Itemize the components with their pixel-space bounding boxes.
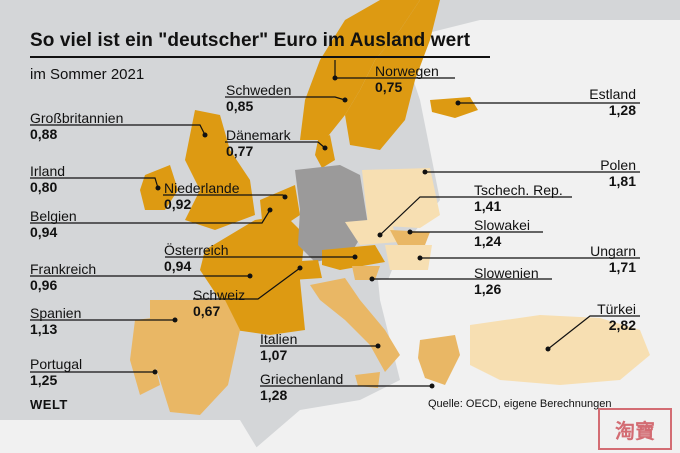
label-frankreich: Frankreich 0,96 xyxy=(30,261,97,293)
label-grossbritannien: Großbritannien 0,88 xyxy=(30,110,124,142)
leader-sweden xyxy=(225,96,346,101)
label-norwegen: Norwegen 0,75 xyxy=(375,63,439,95)
label-italien: Italien 1,07 xyxy=(260,331,298,363)
leader-belgien xyxy=(30,209,271,224)
label-oesterreich: Österreich 0,94 xyxy=(164,242,229,274)
leader-tuerkei xyxy=(547,315,640,350)
leader-schweiz xyxy=(193,267,301,300)
label-irland: Irland 0,80 xyxy=(30,163,66,195)
label-tuerkei: Türkei 2,82 xyxy=(597,301,636,333)
country-slovenia xyxy=(352,266,380,280)
title-rule xyxy=(30,56,490,58)
map-subtitle: im Sommer 2021 xyxy=(30,66,145,83)
country-sweden xyxy=(345,0,440,150)
country-italy xyxy=(310,278,400,372)
welt-logo: WELT xyxy=(30,397,68,412)
label-niederlande: Niederlande 0,92 xyxy=(164,180,240,212)
label-schweiz: Schweiz 0,67 xyxy=(193,287,246,319)
land-north-africa xyxy=(0,420,260,453)
label-spanien: Spanien 1,13 xyxy=(30,305,82,337)
label-estland: Estland 1,28 xyxy=(589,86,636,118)
country-norway xyxy=(300,0,420,140)
country-portugal xyxy=(130,318,160,395)
country-benelux xyxy=(260,185,300,225)
source-note: Quelle: OECD, eigene Berechnungen xyxy=(428,398,612,410)
country-czech xyxy=(345,218,398,245)
leader-denmark xyxy=(225,141,326,149)
map-title: So viel ist ein "deutscher" Euro im Ausl… xyxy=(30,30,471,51)
leader-tschech xyxy=(379,196,572,236)
country-estonia xyxy=(430,97,478,118)
label-daenemark: Dänemark 0,77 xyxy=(226,127,291,159)
country-hungary xyxy=(385,245,432,270)
country-turkey xyxy=(470,315,650,385)
leader-gb xyxy=(30,124,206,136)
label-griechenland: Griechenland 1,28 xyxy=(260,371,344,403)
country-germany xyxy=(295,165,368,262)
country-poland xyxy=(362,168,440,228)
label-ungarn: Ungarn 1,71 xyxy=(590,243,636,275)
country-slovakia xyxy=(390,230,430,245)
label-schweden: Schweden 0,85 xyxy=(226,82,292,114)
label-belgien: Belgien 0,94 xyxy=(30,208,77,240)
watermark-stamp: 淘寶 xyxy=(598,408,672,450)
country-balkans xyxy=(378,272,470,330)
label-tschechien: Tschech. Rep. 1,41 xyxy=(474,182,563,214)
country-sicily xyxy=(355,372,380,388)
label-portugal: Portugal 1,25 xyxy=(30,356,83,388)
label-polen: Polen 1,81 xyxy=(600,157,636,189)
leader-irland xyxy=(30,177,159,189)
label-slowenien: Slowenien 1,26 xyxy=(474,265,539,297)
label-slowakei: Slowakei 1,24 xyxy=(474,217,531,249)
country-switzerland xyxy=(285,260,322,280)
country-uk xyxy=(185,110,255,230)
country-spain xyxy=(150,300,240,415)
country-greece xyxy=(418,335,460,385)
